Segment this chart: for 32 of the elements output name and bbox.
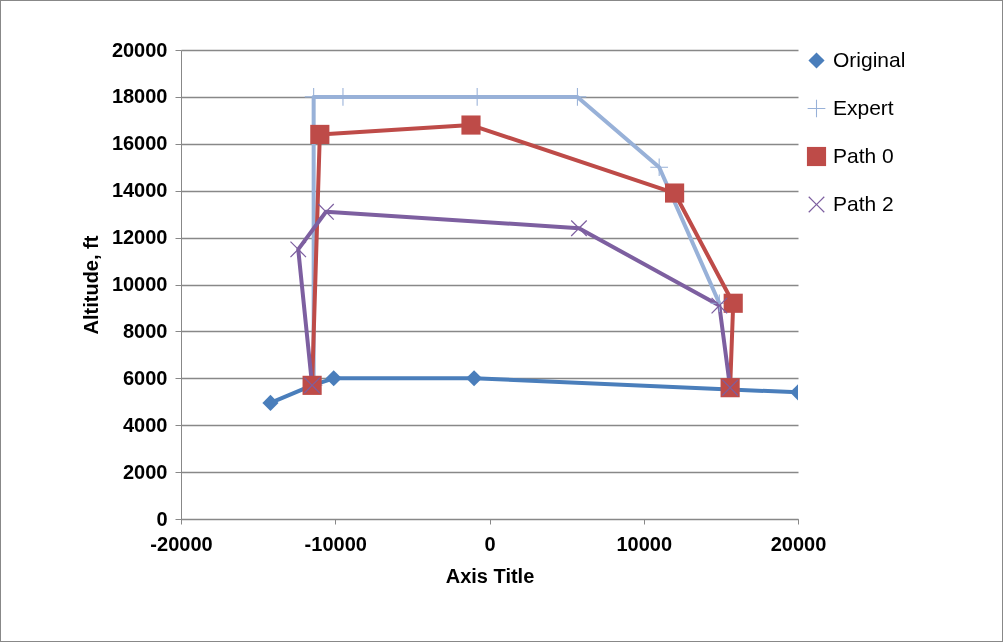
y-tick-label: 18000 <box>111 85 168 108</box>
y-tick-label: 6000 <box>123 366 168 389</box>
y-axis-title: Altitude, ft <box>79 235 102 335</box>
legend-label: Path 2 <box>833 191 894 215</box>
point <box>650 158 669 177</box>
point <box>466 370 483 387</box>
y-tick-label: 4000 <box>123 413 168 436</box>
y-tick-label: 12000 <box>111 226 168 249</box>
x-axis-title: Axis Title <box>445 564 535 587</box>
point <box>310 124 330 144</box>
legend-label: Original <box>833 47 906 71</box>
legend-label: Expert <box>833 95 894 119</box>
x-tick-label: 0 <box>484 532 496 555</box>
y-tick-label: 0 <box>156 507 168 530</box>
y-tick-label: 16000 <box>111 132 168 155</box>
x-tick-label: -20000 <box>150 532 213 555</box>
point <box>317 203 335 220</box>
y-tick-label: 8000 <box>123 319 168 342</box>
legend-label: Path 0 <box>833 143 894 167</box>
y-tick-label: 20000 <box>111 38 168 61</box>
point <box>570 220 588 237</box>
y-tick-label: 2000 <box>123 460 168 483</box>
point <box>723 293 743 313</box>
point <box>461 115 481 135</box>
point <box>325 370 342 387</box>
x-tick-label: -10000 <box>304 532 367 555</box>
point <box>665 183 685 203</box>
y-tick-label: 14000 <box>111 179 168 202</box>
x-tick-label: 20000 <box>770 532 827 555</box>
y-tick-label: 10000 <box>111 273 168 295</box>
point <box>262 394 279 411</box>
x-tick-label: 10000 <box>616 532 673 555</box>
